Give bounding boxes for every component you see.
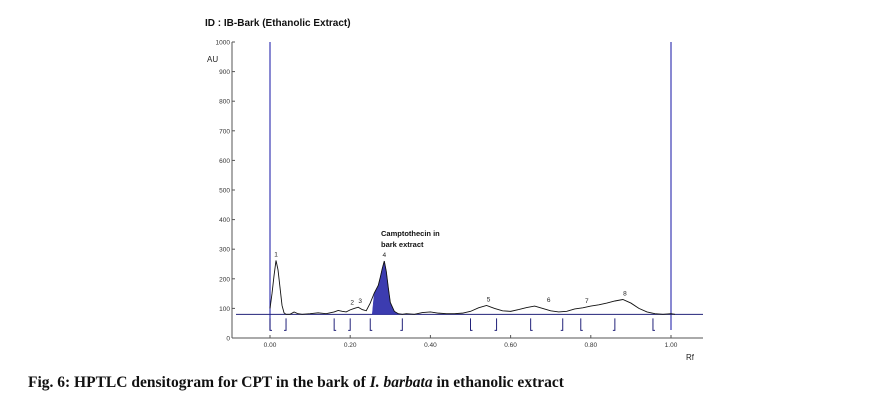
y-tick-label: 600 [219, 158, 230, 165]
integration-bracket [333, 318, 337, 331]
figure-caption: Fig. 6: HPTLC densitogram for CPT in the… [28, 374, 868, 392]
annotation-line: Camptothecin in [381, 229, 440, 238]
y-tick-label: 700 [219, 128, 230, 135]
x-tick-label: 0.60 [504, 342, 517, 349]
chart-title: ID : IB-Bark (Ethanolic Extract) [205, 18, 351, 29]
peak-label: 7 [585, 298, 589, 305]
y-axis-label: AU [207, 55, 218, 64]
annotation-line: bark extract [381, 240, 424, 249]
x-tick-label: 0.20 [344, 342, 357, 349]
y-tick-label: 800 [219, 99, 230, 106]
y-tick-label: 1000 [216, 40, 231, 47]
peak-label: 2 [350, 300, 354, 307]
peak-label: 3 [358, 298, 362, 305]
caption-suffix: in ethanolic extract [432, 374, 564, 391]
integration-bracket [284, 318, 287, 331]
peak-label: 8 [623, 291, 627, 298]
integration-bracket [530, 318, 533, 331]
integration-bracket [494, 318, 498, 331]
caption-prefix: Fig. 6: HPTLC densitogram for CPT in the… [28, 374, 370, 391]
peak-label: 1 [274, 251, 278, 258]
x-tick-label: 0.40 [424, 342, 437, 349]
integration-bracket [580, 318, 583, 331]
y-tick-label: 300 [219, 247, 230, 254]
densitogram-trace [269, 260, 676, 315]
peak-label: 6 [547, 297, 551, 304]
integration-bracket [652, 318, 655, 331]
caption-species: I. barbata [369, 374, 433, 391]
y-tick-label: 500 [219, 188, 230, 195]
integration-bracket [470, 318, 473, 331]
y-tick-label: 100 [219, 306, 230, 313]
integration-bracket [348, 318, 351, 331]
x-tick-label: 0.00 [264, 342, 277, 349]
peak-label: 4 [382, 252, 386, 259]
y-tick-label: 0 [226, 336, 230, 343]
axes: 0 100 200 300 400 500 600 700 800 900 1000 0.00 0.20… [216, 40, 703, 349]
x-tick-label: 1.00 [665, 342, 678, 349]
y-tick-label: 200 [219, 276, 230, 283]
peak-label: 5 [487, 296, 491, 303]
x-axis-label: Rf [686, 353, 695, 362]
x-tick-label: 0.80 [584, 342, 597, 349]
y-tick-label: 400 [219, 217, 230, 224]
integration-bracket [369, 318, 373, 331]
integration-bracket [612, 318, 616, 331]
integration-bracket [560, 318, 564, 331]
integration-bracket [269, 318, 272, 331]
y-tick-label: 900 [219, 69, 230, 76]
integration-bracket [400, 318, 403, 331]
